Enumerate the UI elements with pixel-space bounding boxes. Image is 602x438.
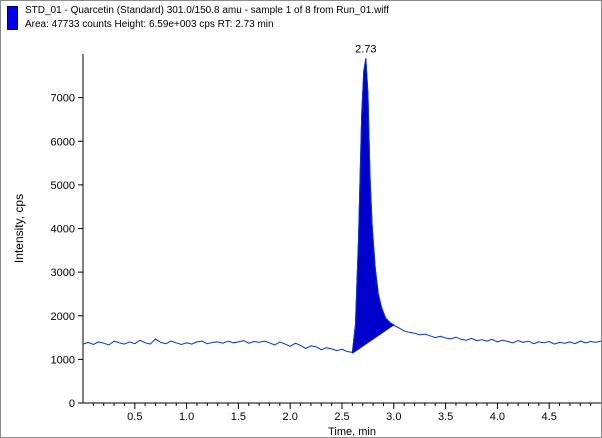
peak-rt-label: 2.73 xyxy=(355,43,376,55)
y-tick-label: 6000 xyxy=(51,136,75,148)
y-tick-label: 2000 xyxy=(51,311,75,323)
x-tick-label: 2.0 xyxy=(283,411,298,423)
x-tick-label: 3.5 xyxy=(438,411,453,423)
y-tick-label: 0 xyxy=(69,398,75,410)
y-axis-label: Intensity, cps xyxy=(12,194,26,263)
x-tick-label: 2.5 xyxy=(334,411,349,423)
peak-baseline xyxy=(351,323,395,354)
y-tick-label: 5000 xyxy=(51,180,75,192)
x-tick-label: 4.5 xyxy=(542,411,557,423)
y-tick-label: 1000 xyxy=(51,354,75,366)
x-tick-label: 1.0 xyxy=(179,411,194,423)
peak-info: Area: 47733 counts Height: 6.59e+003 cps… xyxy=(25,19,274,30)
x-tick-label: 0.5 xyxy=(127,411,142,423)
y-tick-label: 3000 xyxy=(51,267,75,279)
peak-area xyxy=(351,58,395,354)
legend-swatch xyxy=(7,6,18,30)
x-tick-label: 4.0 xyxy=(490,411,505,423)
x-axis-label: Time, min xyxy=(328,426,376,437)
trace-title: STD_01 - Quarcetin (Standard) 301.0/150.… xyxy=(25,5,389,16)
x-tick-label: 3.0 xyxy=(386,411,401,423)
x-tick-label: 1.5 xyxy=(231,411,246,423)
y-tick-label: 7000 xyxy=(51,93,75,105)
chromatogram-trace xyxy=(82,58,601,353)
y-tick-label: 4000 xyxy=(51,224,75,236)
